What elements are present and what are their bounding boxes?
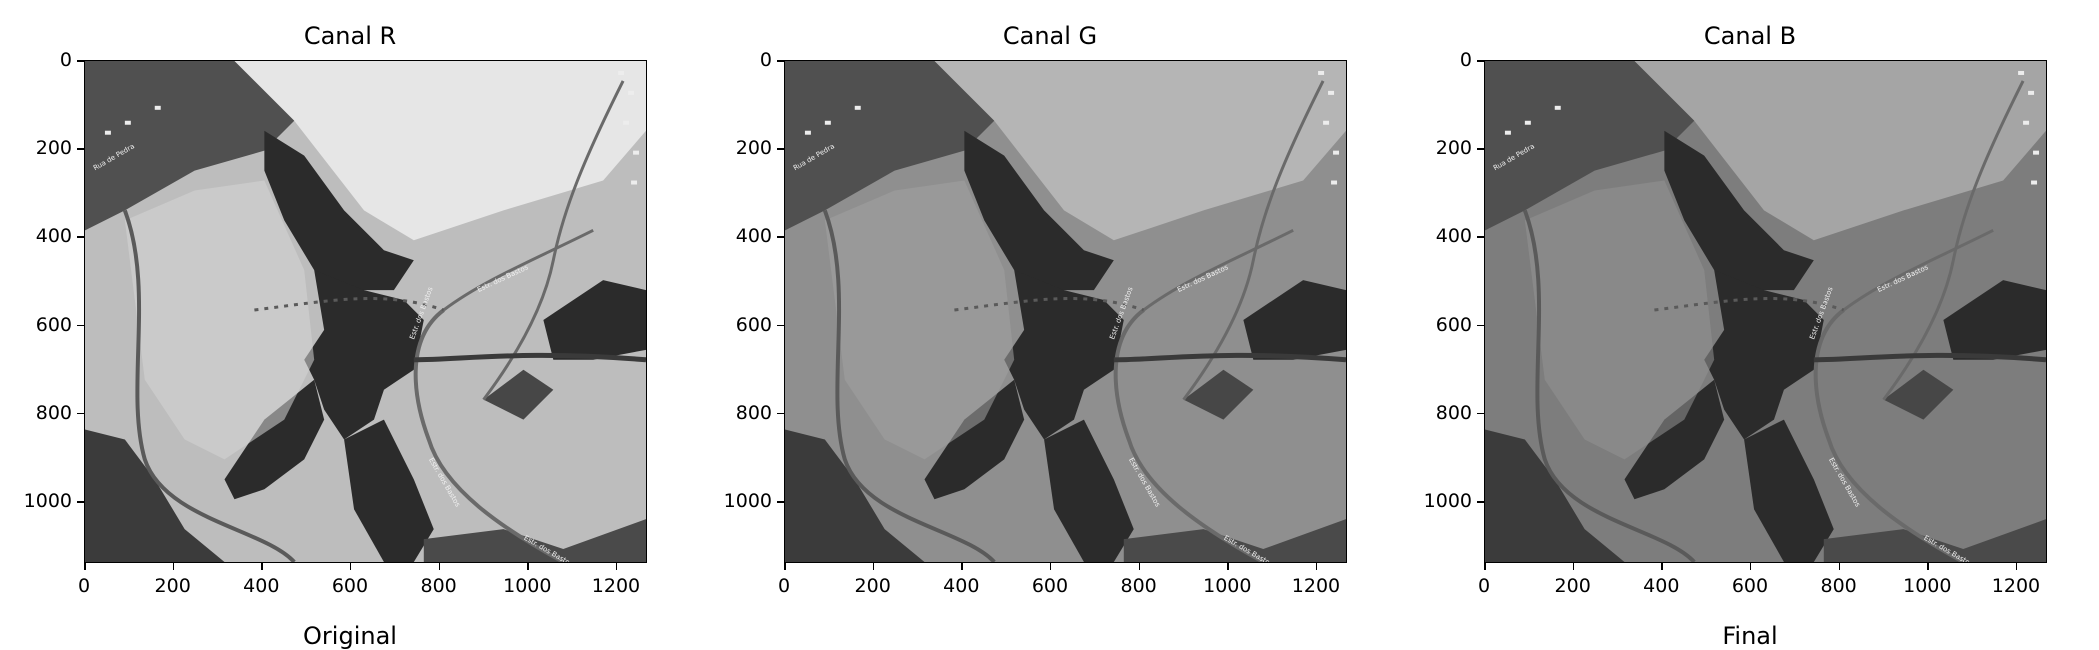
image-axes: Estr. dos Bastos Estr. dos Bastos Estr. … bbox=[1484, 60, 2047, 563]
channel-panel: Canal B Estr. dos Bastos Estr. dos Basto… bbox=[1400, 0, 2099, 650]
x-tick-mark bbox=[438, 563, 441, 570]
y-tick-mark bbox=[777, 60, 784, 62]
y-tick-label: 1000 bbox=[1423, 490, 1472, 513]
x-tick-label: 600 bbox=[331, 575, 369, 597]
x-tick-label: 600 bbox=[1731, 575, 1769, 597]
x-tick-mark bbox=[261, 563, 263, 570]
y-tick-mark bbox=[77, 324, 84, 327]
x-tick-mark bbox=[1315, 563, 1318, 570]
y-tick-label: 600 bbox=[35, 313, 72, 336]
x-tick-label: 800 bbox=[1820, 575, 1857, 597]
y-tick-label: 800 bbox=[1435, 401, 1472, 424]
x-tick-mark bbox=[615, 563, 618, 570]
x-tick-mark bbox=[84, 563, 86, 570]
y-tick-mark bbox=[1477, 236, 1484, 238]
image-axes: Estr. dos Bastos Estr. dos Bastos Estr. … bbox=[784, 60, 1347, 563]
panel-title: Canal G bbox=[1002, 22, 1098, 50]
satellite-image-channel: Estr. dos Bastos Estr. dos Bastos Estr. … bbox=[1485, 61, 2046, 562]
channel-panel: Canal R Estr. dos Bastos Estr. dos Basto… bbox=[0, 0, 700, 650]
y-tick-mark bbox=[1477, 148, 1484, 150]
next-row-title: Final bbox=[1722, 622, 1778, 650]
y-tick-label: 400 bbox=[35, 225, 72, 248]
y-tick-label: 1000 bbox=[23, 490, 72, 513]
panel-title: Canal B bbox=[1703, 22, 1797, 50]
x-tick-label: 400 bbox=[1643, 575, 1680, 597]
y-tick-mark bbox=[77, 501, 84, 503]
x-tick-label: 1200 bbox=[1291, 575, 1341, 597]
image-axes: Estr. dos Bastos Estr. dos Bastos Estr. … bbox=[84, 60, 647, 563]
y-tick-mark bbox=[77, 148, 84, 150]
y-tick-mark bbox=[1477, 412, 1484, 415]
y-tick-mark bbox=[777, 501, 784, 503]
x-tick-label: 0 bbox=[1477, 575, 1491, 597]
y-tick-label: 200 bbox=[35, 137, 72, 160]
y-tick-label: 200 bbox=[735, 137, 772, 160]
y-tick-label: 600 bbox=[735, 313, 772, 336]
satellite-image-channel: Estr. dos Bastos Estr. dos Bastos Estr. … bbox=[85, 61, 646, 562]
x-tick-mark bbox=[784, 563, 786, 570]
x-tick-mark bbox=[1749, 563, 1752, 570]
x-tick-mark bbox=[349, 563, 352, 570]
x-tick-mark bbox=[1572, 563, 1575, 570]
y-tick-label: 800 bbox=[35, 401, 72, 424]
y-tick-mark bbox=[1477, 60, 1484, 62]
x-tick-label: 1000 bbox=[1903, 575, 1952, 597]
x-tick-mark bbox=[1838, 563, 1841, 570]
x-tick-label: 200 bbox=[1554, 575, 1591, 597]
next-row-title: Original bbox=[303, 622, 397, 650]
satellite-image-channel: Estr. dos Bastos Estr. dos Bastos Estr. … bbox=[785, 61, 1346, 562]
x-tick-mark bbox=[1049, 563, 1052, 570]
channel-panel: Canal G Estr. dos Bastos Estr. dos Basto… bbox=[700, 0, 1400, 635]
y-tick-label: 600 bbox=[1435, 313, 1472, 336]
x-tick-mark bbox=[1138, 563, 1141, 570]
x-tick-mark bbox=[172, 563, 175, 570]
x-tick-mark bbox=[1927, 563, 1929, 570]
y-tick-label: 0 bbox=[759, 49, 772, 71]
y-tick-mark bbox=[777, 148, 784, 150]
x-tick-label: 400 bbox=[243, 575, 280, 597]
x-tick-label: 400 bbox=[943, 575, 980, 597]
y-tick-mark bbox=[77, 412, 84, 415]
x-tick-label: 0 bbox=[777, 575, 791, 597]
y-tick-mark bbox=[77, 236, 84, 238]
x-tick-mark bbox=[872, 563, 875, 570]
y-tick-label: 0 bbox=[59, 49, 72, 71]
y-tick-mark bbox=[777, 236, 784, 238]
x-tick-label: 800 bbox=[1120, 575, 1157, 597]
x-tick-mark bbox=[2015, 563, 2018, 570]
x-tick-mark bbox=[1661, 563, 1663, 570]
y-tick-label: 400 bbox=[735, 225, 772, 248]
x-tick-label: 1000 bbox=[503, 575, 552, 597]
x-tick-label: 800 bbox=[420, 575, 457, 597]
y-tick-label: 1000 bbox=[723, 490, 772, 513]
x-tick-label: 0 bbox=[77, 575, 91, 597]
x-tick-label: 1200 bbox=[1991, 575, 2041, 597]
x-tick-label: 200 bbox=[854, 575, 891, 597]
x-tick-label: 1200 bbox=[591, 575, 641, 597]
y-tick-label: 400 bbox=[1435, 225, 1472, 248]
y-tick-label: 800 bbox=[735, 401, 772, 424]
y-tick-mark bbox=[1477, 501, 1484, 503]
x-tick-label: 1000 bbox=[1203, 575, 1252, 597]
x-tick-mark bbox=[527, 563, 529, 570]
x-tick-label: 600 bbox=[1031, 575, 1069, 597]
y-tick-mark bbox=[777, 324, 784, 327]
x-tick-mark bbox=[1484, 563, 1486, 570]
x-tick-label: 200 bbox=[154, 575, 191, 597]
x-tick-mark bbox=[961, 563, 963, 570]
panel-title: Canal R bbox=[303, 22, 397, 50]
y-tick-label: 200 bbox=[1435, 137, 1472, 160]
y-tick-mark bbox=[77, 60, 84, 62]
y-tick-mark bbox=[1477, 324, 1484, 327]
x-tick-mark bbox=[1227, 563, 1229, 570]
y-tick-label: 0 bbox=[1459, 49, 1472, 71]
y-tick-mark bbox=[777, 412, 784, 415]
